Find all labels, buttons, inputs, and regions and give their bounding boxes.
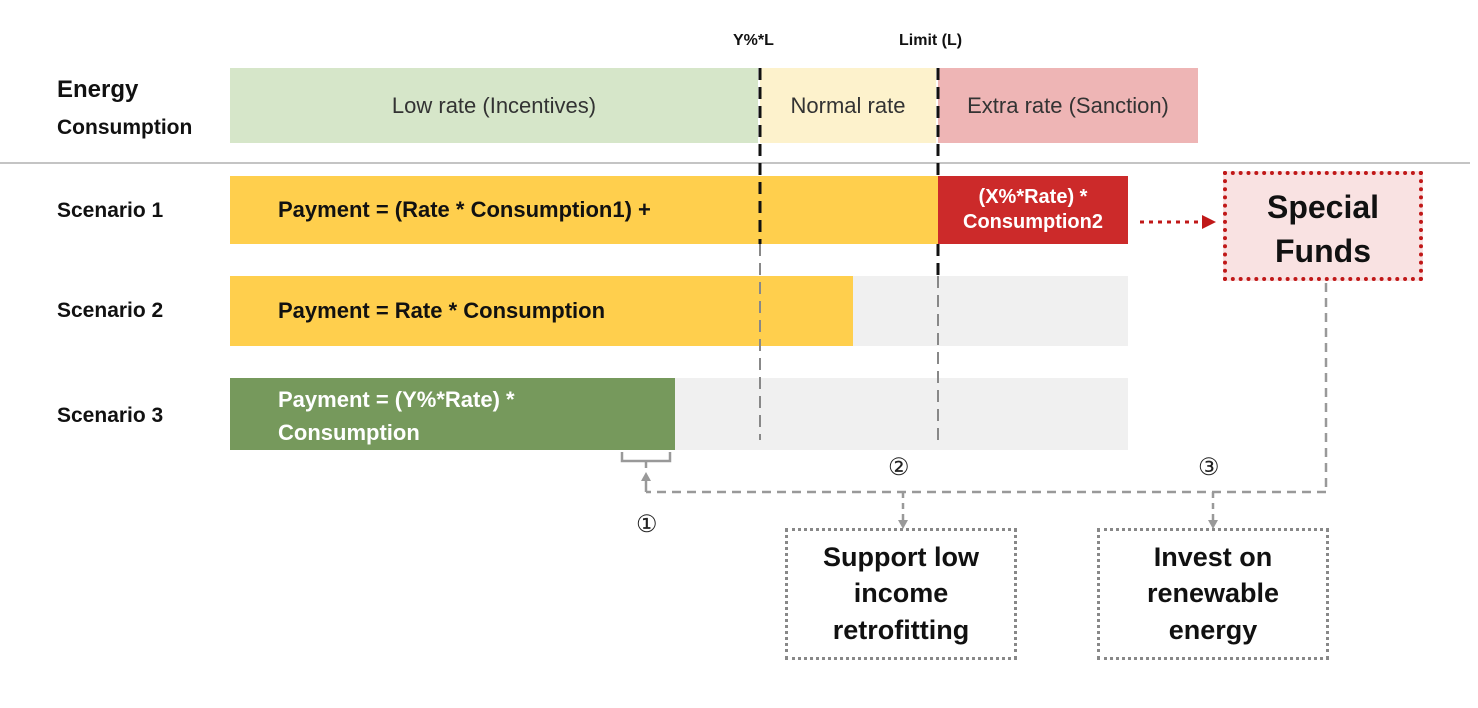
scenario-2-formula: Payment = Rate * Consumption (278, 298, 606, 323)
low-rate-band: Low rate (Incentives) (230, 68, 758, 143)
section-divider (0, 162, 1470, 164)
renewable-line2: renewable (1146, 578, 1280, 609)
scenario-3-payment-bar: Payment = (Y%*Rate) * Consumption (230, 378, 675, 450)
sanction-formula-line2: Consumption2 (963, 211, 1103, 233)
low-rate-label: Low rate (Incentives) (391, 92, 597, 118)
step-3-number: ③ (1198, 454, 1220, 481)
scenario-3-formula-line2: Consumption (278, 420, 420, 445)
retrofit-line2: income (853, 578, 949, 609)
scenario-2-payment-bar: Payment = Rate * Consumption (230, 276, 853, 346)
step-2-number: ② (888, 454, 910, 481)
scenario-3-formula-line1: Payment = (Y%*Rate) * (278, 387, 515, 412)
energy-label-line2: Consumption (57, 116, 193, 139)
special-funds-line2: Funds (1275, 233, 1371, 269)
incentive-brace (620, 452, 672, 463)
scenario-1-formula: Payment = (Rate * Consumption1) + (278, 197, 651, 222)
normal-rate-label: Normal rate (790, 92, 906, 118)
renewable-line3: energy (1168, 614, 1258, 645)
scenario-1-payment-bar: Payment = (Rate * Consumption1) + (230, 176, 938, 244)
extra-rate-band: Extra rate (Sanction) (938, 68, 1198, 143)
sanction-formula-line1: (X%*Rate) * (978, 186, 1088, 208)
marker-y-percent-limit: Y%*L (733, 32, 774, 49)
energy-label-line1: Energy (57, 76, 139, 103)
retrofit-box: Support low income retrofitting (785, 528, 1017, 660)
scenario-2-label: Scenario 2 (57, 299, 164, 322)
renewable-box: Invest on renewable energy (1097, 528, 1329, 660)
special-funds-box: Special Funds (1223, 171, 1423, 281)
normal-rate-band: Normal rate (760, 68, 936, 143)
scenario-3-label: Scenario 3 (57, 404, 164, 427)
scenario-1-label: Scenario 1 (57, 199, 164, 222)
renewable-line1: Invest on (1153, 542, 1273, 572)
scenario-1-sanction-bar: (X%*Rate) * Consumption2 (938, 176, 1128, 244)
step-1-number: ① (636, 511, 658, 538)
retrofit-line1: Support low (823, 542, 979, 572)
to-incentive-arrowhead (641, 472, 651, 481)
extra-rate-label: Extra rate (Sanction) (967, 92, 1169, 118)
special-funds-line1: Special (1266, 189, 1380, 225)
sanction-to-funds-arrowhead (1202, 215, 1216, 229)
marker-limit: Limit (L) (899, 32, 963, 49)
retrofit-line3: retrofitting (832, 614, 970, 645)
